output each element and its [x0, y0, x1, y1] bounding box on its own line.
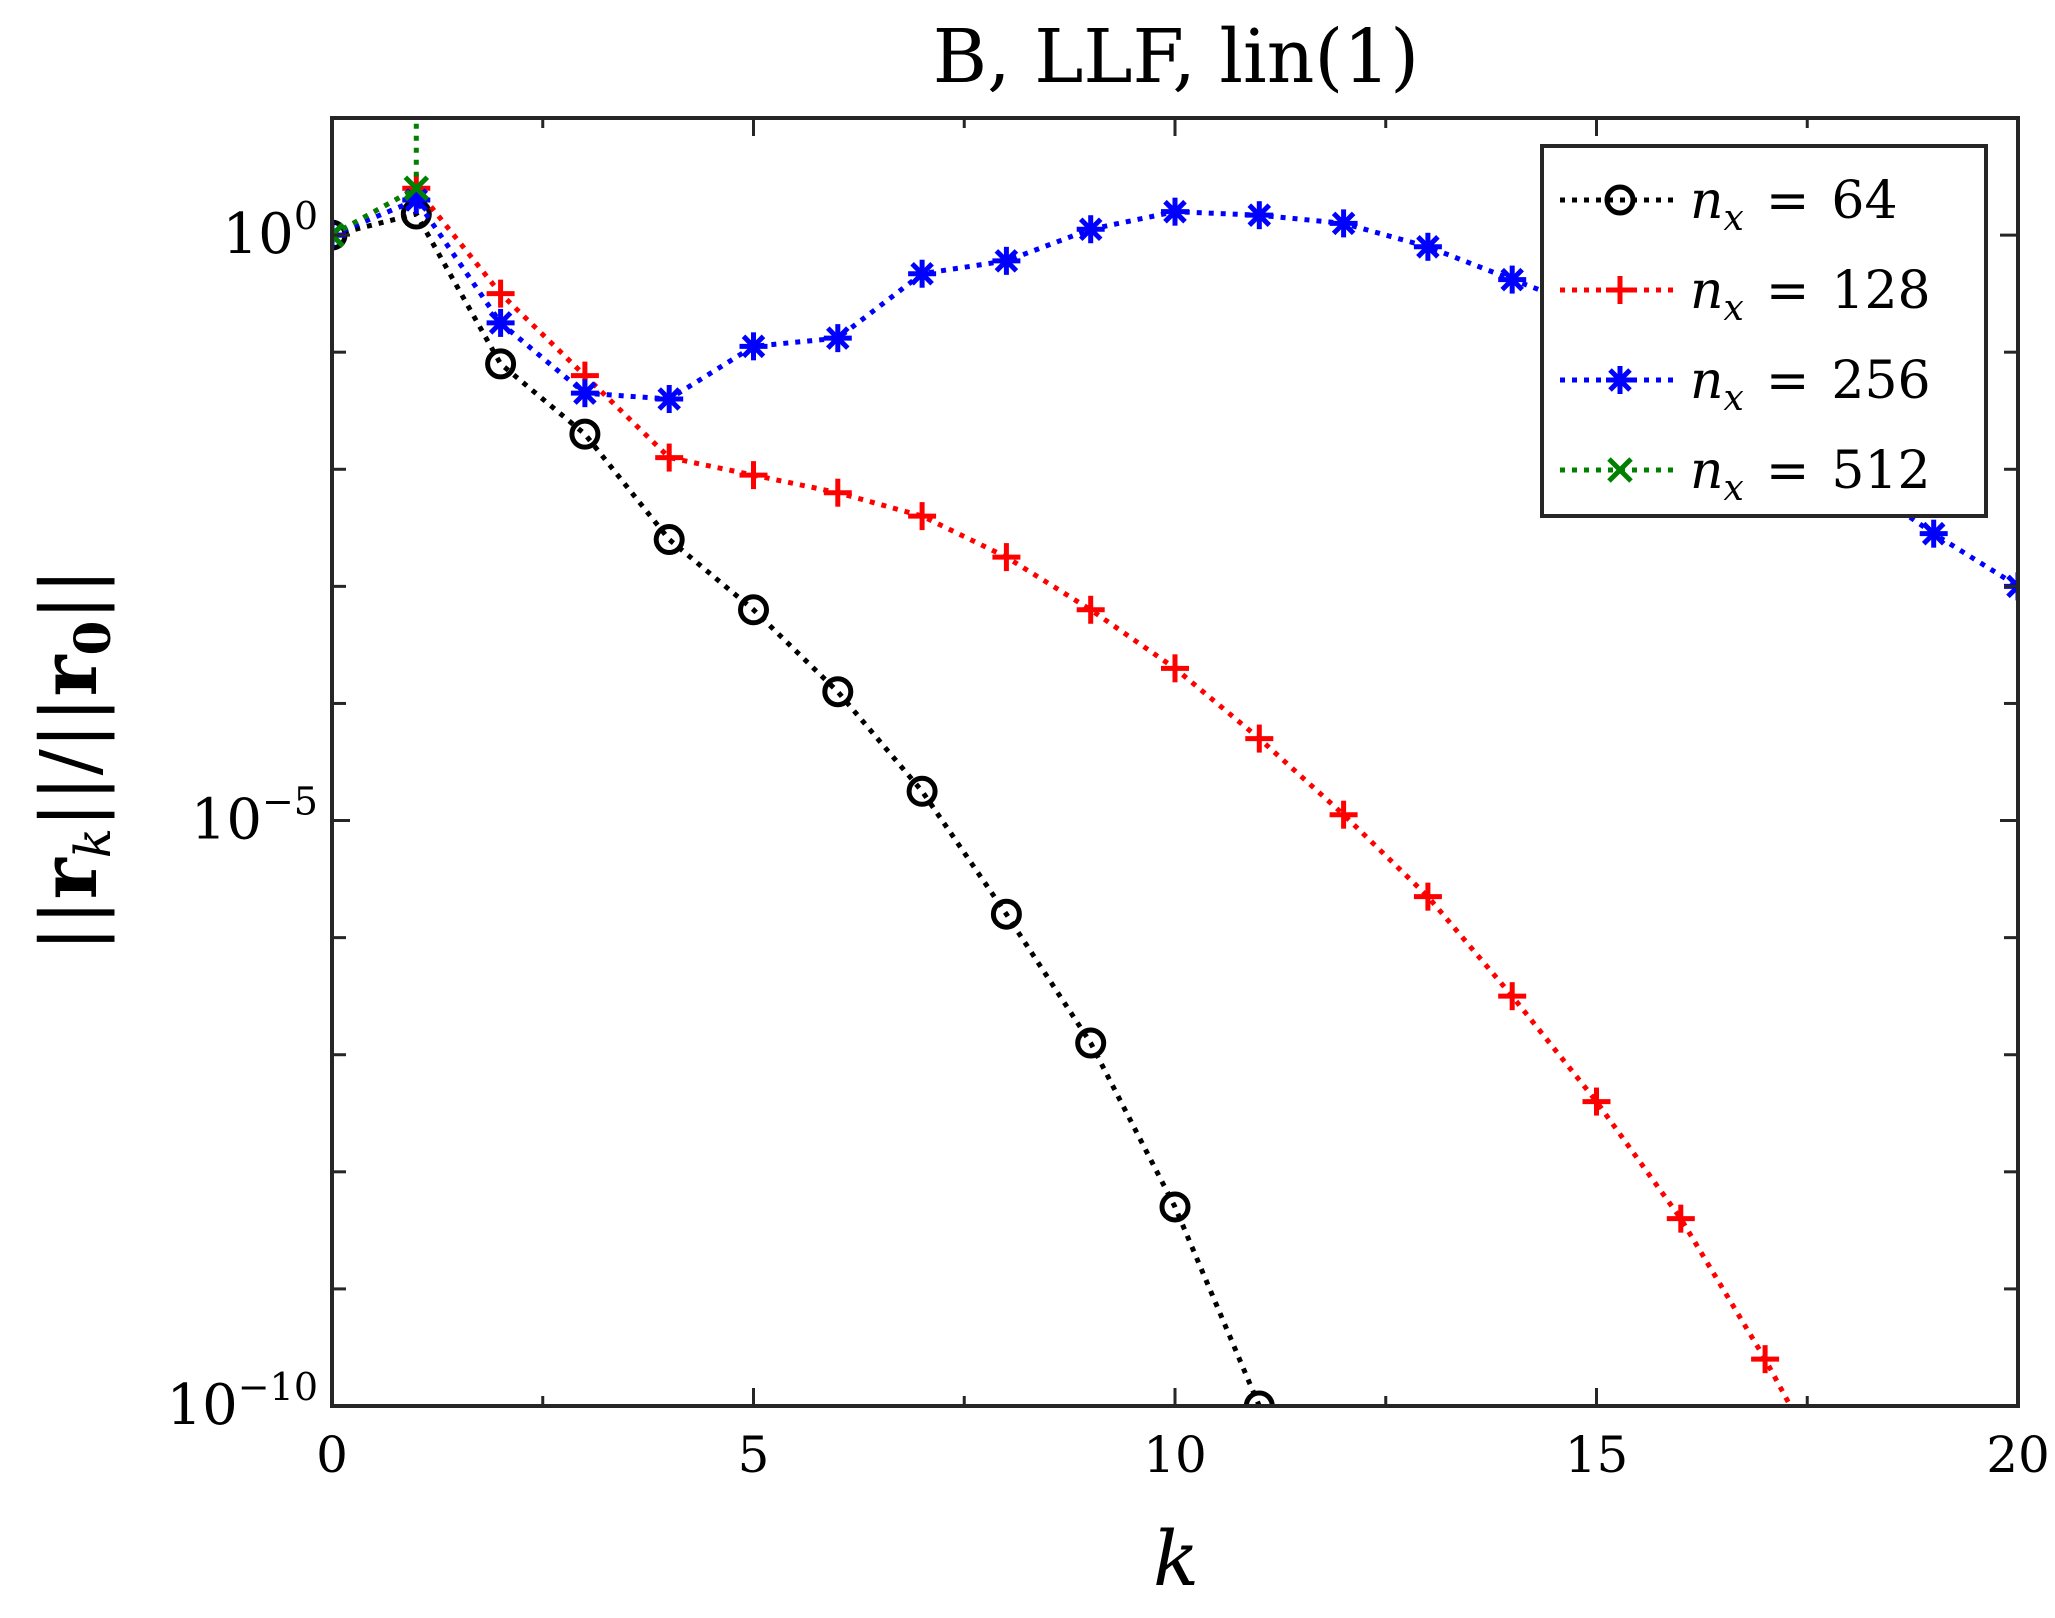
y-label-bar-3: ||: [25, 697, 115, 750]
point-256-6: [823, 324, 852, 353]
y-label-zero: 0: [63, 621, 122, 656]
y-label-bar-1: ||: [25, 899, 115, 952]
point-128-8: [992, 543, 1021, 572]
point-256-5: [739, 332, 768, 361]
chart-title: B, LLF, lin(1): [933, 14, 1419, 100]
y-label-r-2: r: [24, 655, 115, 697]
point-128-15: [1582, 1087, 1611, 1116]
point-256-9: [1076, 215, 1105, 244]
point-256-10: [1161, 197, 1189, 226]
point-256-2: [486, 308, 515, 337]
point-128-13: [1413, 882, 1442, 911]
y-tick-label-1: 10−5: [191, 780, 318, 853]
point-128-17: [1751, 1345, 1780, 1374]
point-256-8: [992, 246, 1021, 275]
point-64-4: [653, 524, 685, 556]
legend-marker-512: [1607, 457, 1633, 483]
point-256-4: [655, 385, 684, 414]
point-256-12: [1329, 209, 1358, 238]
series-128: [332, 174, 1793, 1406]
point-64-8: [990, 898, 1022, 930]
y-tick-label-2: 10−10: [167, 1365, 318, 1438]
y-label-r-1: r: [24, 857, 115, 899]
point-256-14: [1498, 265, 1527, 294]
legend-entries: nx = 64 nx = 128 nx = 256 nx = 512: [1560, 171, 1931, 509]
x-axis-label: k: [1153, 1514, 1199, 1603]
x-tick-label-0: 0: [316, 1426, 348, 1484]
point-128-4: [655, 443, 684, 472]
point-128-12: [1329, 800, 1358, 829]
y-label-bar-2: ||: [25, 775, 115, 828]
point-128-10: [1161, 654, 1189, 683]
point-64-10: [1159, 1191, 1191, 1223]
legend-label-512: nx = 512: [1690, 441, 1931, 509]
legend-label-128: nx = 128: [1690, 261, 1931, 329]
series-line-64: [332, 211, 1262, 1406]
point-128-14: [1498, 982, 1527, 1011]
point-512-0: [332, 222, 345, 248]
y-label-slash: /: [25, 748, 115, 775]
legend-label-256: nx = 256: [1690, 351, 1931, 419]
series-512: [332, 118, 430, 248]
point-128-9: [1076, 595, 1105, 624]
point-64-9: [1075, 1027, 1107, 1059]
ticks-layer: [330, 116, 2020, 1408]
legend-marker-128: [1606, 276, 1634, 304]
point-64-5: [738, 594, 769, 626]
x-tick-label-1: 5: [738, 1426, 770, 1484]
legend-marker-64: [1604, 184, 1636, 216]
y-label-k: k: [64, 828, 122, 858]
point-256-3: [570, 379, 599, 408]
point-64-7: [906, 775, 938, 807]
x-tick-labels: 0 5 10 15 20: [316, 1426, 2050, 1484]
legend-entry-128: nx = 128: [1560, 261, 1931, 329]
point-128-5: [739, 461, 768, 490]
point-256-7: [908, 259, 937, 288]
point-64-3: [569, 418, 601, 450]
point-128-7: [908, 502, 937, 531]
legend-entry-256: nx = 256: [1560, 351, 1931, 419]
x-tick-label-4: 20: [1986, 1426, 2050, 1484]
point-128-11: [1245, 724, 1274, 753]
y-axis-label: ||rk||/||r0||: [24, 568, 122, 952]
legend-entry-512: nx = 512: [1560, 441, 1931, 509]
point-128-6: [823, 478, 852, 507]
y-label-bar-4: ||: [25, 568, 115, 621]
point-64-6: [822, 676, 854, 708]
point-128-16: [1666, 1204, 1695, 1233]
svg-text:||rk||/||r0||: ||rk||/||r0||: [24, 568, 122, 952]
y-tick-labels: 100 10−5 10−10: [167, 194, 318, 1438]
legend-marker-256: [1606, 366, 1634, 394]
point-256-13: [1413, 232, 1442, 261]
point-256-19: [1919, 519, 1948, 548]
point-512-1: [403, 175, 430, 202]
x-tick-label-2: 10: [1143, 1426, 1207, 1484]
point-64-2: [485, 348, 517, 380]
legend: nx = 64 nx = 128 nx = 256 nx = 512: [1540, 144, 1988, 518]
legend-box: [1540, 144, 1988, 518]
legend-label-64: nx = 64: [1690, 171, 1898, 239]
point-256-11: [1245, 201, 1274, 230]
x-tick-label-3: 15: [1565, 1426, 1629, 1484]
series-64: [332, 198, 1275, 1406]
point-64-11: [1243, 1390, 1275, 1406]
legend-entry-64: nx = 64: [1560, 171, 1898, 239]
y-tick-label-0: 100: [223, 194, 318, 267]
point-128-2: [486, 279, 515, 308]
